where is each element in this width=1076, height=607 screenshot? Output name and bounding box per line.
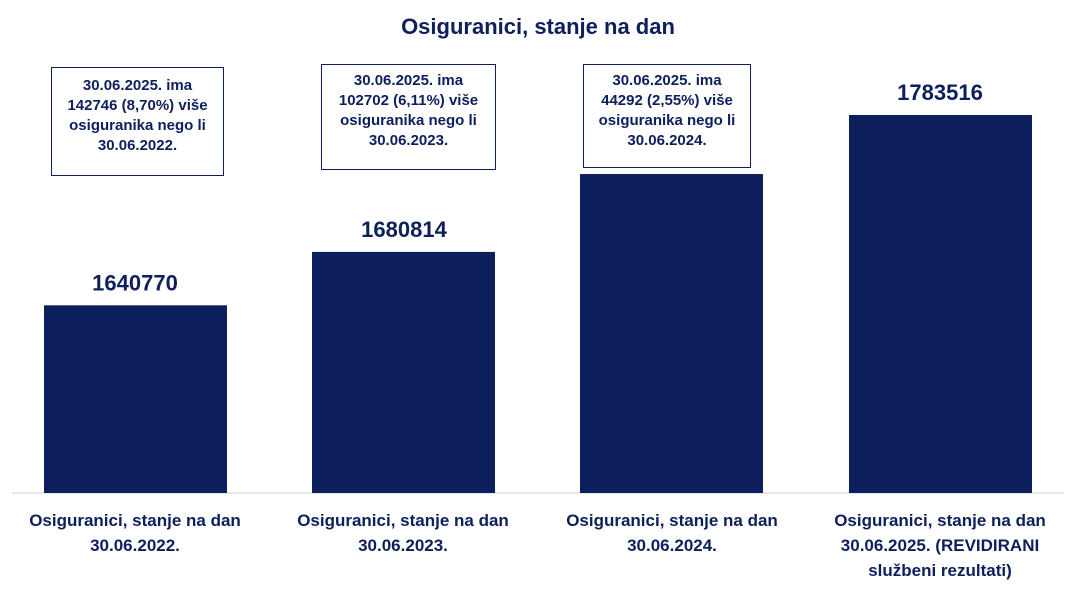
annotation-2023: 30.06.2025. ima 102702 (6,11%) više osig… [321,64,496,170]
bar-2024 [580,174,763,493]
data-label-2023: 1680814 [361,217,447,242]
category-label-2025: Osiguranici, stanje na dan 30.06.2025. (… [834,511,1046,580]
category-label-2022: Osiguranici, stanje na dan 30.06.2022. [29,511,241,555]
data-label-2025: 1783516 [897,80,983,105]
annotation-2024: 30.06.2025. ima 44292 (2,55%) više osigu… [583,64,751,168]
annotation-2022: 30.06.2025. ima 142746 (8,70%) više osig… [51,67,224,176]
bar-2025 [849,114,1032,493]
category-label-2024: Osiguranici, stanje na dan 30.06.2024. [566,511,778,555]
chart-title: Osiguranici, stanje na dan [401,14,675,39]
bar-2023 [312,251,495,493]
bar-2022 [44,305,227,493]
category-label-2023: Osiguranici, stanje na dan 30.06.2023. [297,511,509,555]
data-label-2022: 1640770 [92,270,178,295]
